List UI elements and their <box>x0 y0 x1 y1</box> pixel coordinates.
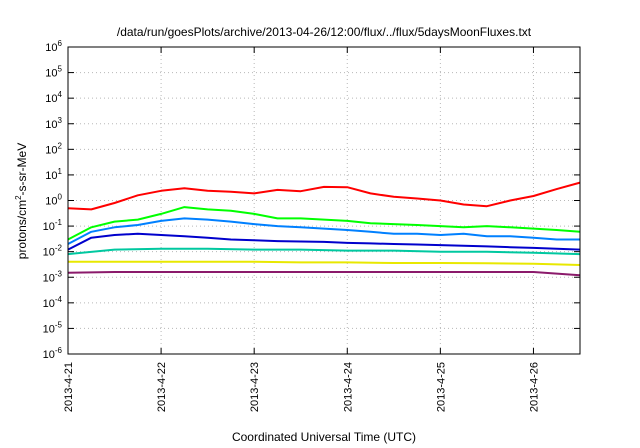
x-tick-label: 2013-4-23 <box>249 362 261 412</box>
y-tick-label: 100 <box>45 193 62 208</box>
x-tick-label: 2013-4-25 <box>435 362 447 412</box>
series-line-4 <box>67 232 581 251</box>
x-tick-label: 2013-4-22 <box>156 362 168 412</box>
y-tick-label: 102 <box>45 141 62 156</box>
y-axis-label: protons/cm2-s-sr-MeV <box>14 143 29 259</box>
series-line-2 <box>67 206 581 241</box>
y-tick-label: 104 <box>45 90 62 105</box>
y-tick-label: 105 <box>45 65 62 80</box>
y-tick-label: 10-5 <box>43 320 63 335</box>
x-tick-label: 2013-4-26 <box>528 362 540 412</box>
series-line-3 <box>67 217 580 245</box>
y-tick-label: 10-6 <box>43 346 63 361</box>
axis-ticks <box>67 46 580 355</box>
y-tick-label: 10-1 <box>43 218 63 233</box>
y-tick-label: 106 <box>45 39 62 54</box>
y-tick-label: 10-4 <box>43 295 63 310</box>
y-tick-labels: 106 105 104 103 102 101 100 10-1 10-2 10-3 10-4 10-… <box>43 39 63 361</box>
series-line-6 <box>68 260 581 266</box>
x-axis-label: Coordinated Universal Time (UTC) <box>232 430 416 444</box>
chart-title: /data/run/goesPlots/archive/2013-04-26/1… <box>117 25 532 39</box>
y-tick-label: 10-3 <box>43 269 63 284</box>
y-tick-label: 10-2 <box>43 244 63 259</box>
grid-lines <box>67 46 580 355</box>
y-tick-label: 103 <box>45 116 62 131</box>
data-series <box>67 181 581 277</box>
series-line-5 <box>67 247 581 256</box>
x-tick-label: 2013-4-21 <box>63 362 75 412</box>
series-line-7 <box>67 271 581 277</box>
x-tick-labels: 2013-4-21 2013-4-22 2013-4-23 2013-4-24 2013… <box>63 362 540 412</box>
y-tick-label: 101 <box>45 167 62 182</box>
series-line-1 <box>67 181 581 211</box>
x-tick-label: 2013-4-24 <box>342 362 354 412</box>
